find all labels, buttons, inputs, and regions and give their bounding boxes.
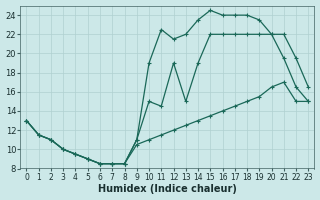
X-axis label: Humidex (Indice chaleur): Humidex (Indice chaleur): [98, 184, 237, 194]
